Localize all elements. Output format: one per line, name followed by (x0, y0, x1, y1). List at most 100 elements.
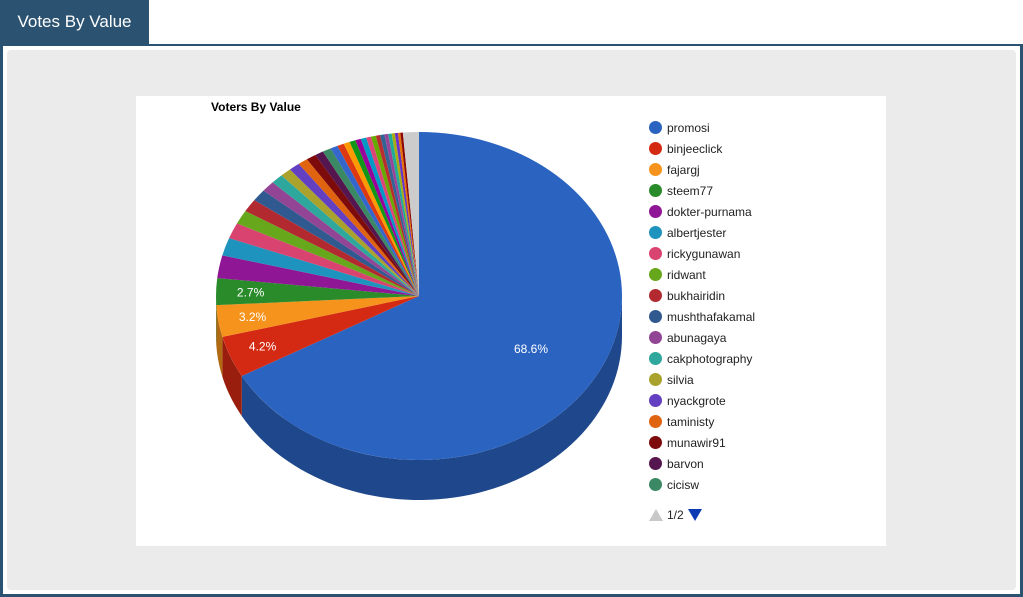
pie-slice-slice-31[interactable] (394, 132, 419, 296)
pie-slice-slice-25[interactable] (370, 135, 419, 296)
pie-slice-albertjester[interactable] (222, 238, 419, 296)
legend-item[interactable]: barvon (649, 453, 849, 474)
pie-slice-fajargj[interactable] (216, 296, 419, 337)
legend-swatch (649, 457, 662, 470)
pie-slice-abunagaya[interactable] (263, 182, 419, 296)
pie-slice-slice-28[interactable] (384, 133, 419, 296)
pie-slice-slice-18[interactable] (330, 145, 419, 296)
legend-pager: 1/2 (649, 508, 702, 522)
legend-swatch (649, 142, 662, 155)
legend-item[interactable]: cicisw (649, 474, 849, 495)
pie-slice-cicisw[interactable] (322, 148, 419, 296)
legend-swatch (649, 205, 662, 218)
pie-slice-rickygunawan[interactable] (229, 223, 419, 296)
triangle-down-icon[interactable] (687, 509, 702, 521)
legend-swatch (649, 226, 662, 239)
legend-label: cakphotography (667, 351, 753, 366)
legend-item[interactable]: dokter-purnama (649, 201, 849, 222)
pie-slice-nyackgrote[interactable] (289, 163, 419, 296)
legend-item[interactable]: rickygunawan (649, 243, 849, 264)
pie-slice-taministy[interactable] (298, 159, 419, 296)
legend-label: ridwant (667, 267, 706, 282)
legend-label: barvon (667, 456, 704, 471)
pie-slice-slice-33[interactable] (400, 132, 419, 296)
pie-slice-barvon[interactable] (315, 151, 419, 296)
legend-item[interactable]: steem77 (649, 180, 849, 201)
legend-label: taministy (667, 414, 715, 429)
legend-swatch (649, 331, 662, 344)
legend-item[interactable]: fajargj (649, 159, 849, 180)
pie-slice-slice-23[interactable] (360, 137, 419, 296)
pie-slice-slice-27[interactable] (380, 134, 419, 296)
legend-page-indicator: 1/2 (667, 508, 684, 522)
legend-item[interactable]: cakphotography (649, 348, 849, 369)
legend-item[interactable]: nyackgrote (649, 390, 849, 411)
pie-slice-slice-22[interactable] (355, 138, 419, 296)
legend-swatch (649, 289, 662, 302)
legend-item[interactable]: silvia (649, 369, 849, 390)
pie-slice-slice-19[interactable] (337, 143, 419, 296)
legend-label: nyackgrote (667, 393, 726, 408)
legend-swatch (649, 394, 662, 407)
pie-side-binjeeclick (222, 336, 242, 416)
legend-label: abunagaya (667, 330, 727, 345)
pie-slice-steem77[interactable] (216, 278, 419, 306)
legend-label: fajargj (667, 162, 700, 177)
legend-item[interactable]: mushthafakamal (649, 306, 849, 327)
legend-swatch (649, 436, 662, 449)
chart-legend: promosi binjeeclick fajargj steem77 dokter-p… (649, 117, 849, 495)
legend-label: binjeeclick (667, 141, 723, 156)
legend-item[interactable]: abunagaya (649, 327, 849, 348)
legend-swatch (649, 268, 662, 281)
legend-swatch (649, 184, 662, 197)
legend-label: bukhairidin (667, 288, 726, 303)
legend-swatch (649, 478, 662, 491)
legend-label: rickygunawan (667, 246, 741, 261)
pie-side-promosi (241, 296, 622, 500)
tab-votes-by-value[interactable]: Votes By Value (0, 0, 149, 44)
legend-item[interactable]: promosi (649, 117, 849, 138)
legend-label: promosi (667, 120, 710, 135)
pie-slice-mushthafakamal[interactable] (254, 190, 419, 296)
pie-slice-slice-29[interactable] (388, 133, 419, 296)
legend-item[interactable]: ridwant (649, 264, 849, 285)
pie-slice-slice-26[interactable] (375, 135, 419, 296)
pie-slice-slice-20[interactable] (343, 141, 419, 296)
legend-label: dokter-purnama (667, 204, 752, 219)
legend-label: munawir91 (667, 435, 726, 450)
legend-item[interactable]: albertjester (649, 222, 849, 243)
pie-slice-promosi[interactable] (241, 132, 622, 460)
pie-slice-cakphotography[interactable] (272, 175, 419, 296)
legend-item[interactable]: munawir91 (649, 432, 849, 453)
triangle-up-icon (649, 509, 663, 521)
legend-swatch (649, 247, 662, 260)
legend-label: mushthafakamal (667, 309, 756, 324)
slice-data-label: 2.7% (237, 285, 265, 299)
pie-slice-ridwant[interactable] (236, 211, 419, 296)
pie-slice-slice-32[interactable] (397, 132, 419, 296)
pie-slice-slice-21[interactable] (349, 140, 419, 296)
legend-item[interactable]: binjeeclick (649, 138, 849, 159)
pie-slices (216, 132, 622, 460)
chart-title: Voters By Value (211, 100, 301, 114)
pie-slice-slice-30[interactable] (391, 133, 419, 296)
pie-slice-silvia[interactable] (281, 169, 419, 296)
legend-swatch (649, 352, 662, 365)
legend-swatch (649, 310, 662, 323)
slice-data-label: 4.2% (249, 340, 277, 354)
legend-swatch (649, 373, 662, 386)
legend-label: silvia (667, 372, 694, 387)
pie-slice-slice-24[interactable] (366, 136, 419, 296)
legend-item[interactable]: bukhairidin (649, 285, 849, 306)
pie-slice-binjeeclick[interactable] (222, 296, 419, 376)
pie-slice-dokter-purnama[interactable] (217, 255, 419, 296)
legend-item[interactable]: taministy (649, 411, 849, 432)
pie-slice-bukhairidin[interactable] (245, 200, 419, 296)
legend-swatch (649, 415, 662, 428)
pie-slice-munawir91[interactable] (306, 155, 419, 296)
pie-slice-Other[interactable] (402, 132, 419, 296)
legend-label: albertjester (667, 225, 727, 240)
legend-swatch (649, 121, 662, 134)
pie-side-fajargj (216, 305, 223, 377)
slice-data-label: 68.6% (514, 342, 548, 356)
